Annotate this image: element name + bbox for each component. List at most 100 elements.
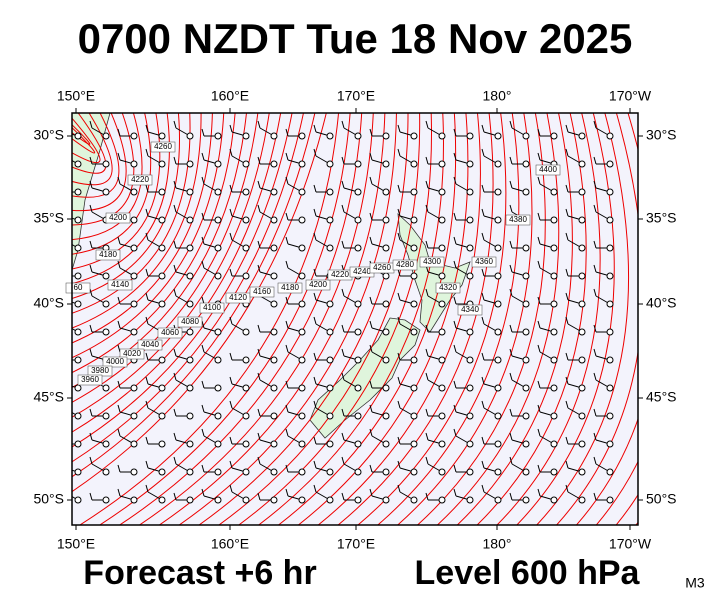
station xyxy=(74,272,82,280)
station xyxy=(74,356,82,364)
station xyxy=(270,132,278,140)
barb-flag xyxy=(397,484,401,493)
barb-flag xyxy=(201,128,205,137)
barb-flag xyxy=(173,432,177,441)
station xyxy=(326,132,334,140)
barb-flag xyxy=(313,316,317,325)
lat-label: 50°S xyxy=(646,491,677,507)
contour-label-box xyxy=(137,339,163,351)
station xyxy=(158,496,166,504)
barb-flag xyxy=(285,380,289,389)
barb-flag xyxy=(453,404,457,413)
barb-flag xyxy=(509,492,513,501)
station xyxy=(578,468,586,476)
station xyxy=(130,328,138,336)
lat-label: 45°S xyxy=(33,389,64,405)
contour-label-box xyxy=(105,212,131,224)
station xyxy=(130,496,138,504)
station xyxy=(326,328,334,336)
station xyxy=(242,244,250,252)
barb-flag xyxy=(425,120,429,129)
contour-label: 4360 xyxy=(475,257,493,266)
barb-flag xyxy=(229,352,233,361)
station xyxy=(382,272,390,280)
contour-line xyxy=(575,113,638,525)
station xyxy=(466,132,474,140)
station xyxy=(550,188,558,196)
barb-flag xyxy=(341,492,345,501)
barb-flag xyxy=(285,176,289,185)
barb-flag xyxy=(481,460,485,469)
contour-line xyxy=(72,113,180,299)
barb-flag xyxy=(453,152,457,161)
station xyxy=(186,328,194,336)
barb-flag xyxy=(565,148,569,157)
barb-flag xyxy=(201,344,205,353)
barb-flag xyxy=(425,240,429,249)
station xyxy=(410,160,418,168)
australia xyxy=(72,113,111,271)
station xyxy=(214,244,222,252)
contour-label: 4280 xyxy=(396,260,414,269)
station xyxy=(522,132,530,140)
station xyxy=(550,356,558,364)
barb-flag xyxy=(201,320,205,329)
station xyxy=(102,440,110,448)
barb-flag xyxy=(285,260,289,269)
station xyxy=(270,244,278,252)
station xyxy=(438,300,446,308)
station xyxy=(382,328,390,336)
barb-flag xyxy=(117,428,121,437)
barb-flag xyxy=(145,436,149,445)
station xyxy=(578,132,586,140)
barb-flag xyxy=(593,120,597,129)
lon-label: 150°E xyxy=(57,536,95,552)
station xyxy=(214,272,222,280)
barb-flag xyxy=(229,232,233,241)
contour-line xyxy=(476,113,587,525)
station xyxy=(522,356,530,364)
barb-flag xyxy=(89,288,93,297)
station xyxy=(466,216,474,224)
station xyxy=(74,496,82,504)
station xyxy=(410,440,418,448)
barb-flag xyxy=(201,236,205,245)
title: 0700 NZDT Tue 18 Nov 2025 xyxy=(78,15,633,62)
station xyxy=(466,328,474,336)
station xyxy=(326,216,334,224)
station xyxy=(186,468,194,476)
station xyxy=(522,272,530,280)
lon-label: 150°E xyxy=(57,88,95,104)
station xyxy=(438,216,446,224)
barb-flag xyxy=(173,120,177,129)
station xyxy=(242,216,250,224)
station xyxy=(438,188,446,196)
station xyxy=(578,216,586,224)
station xyxy=(466,356,474,364)
barb-flag xyxy=(257,204,261,213)
station xyxy=(130,244,138,252)
barb-flag xyxy=(481,400,485,409)
barb-flag xyxy=(509,348,513,357)
barb-flag xyxy=(369,380,373,389)
barb-flag xyxy=(481,484,485,493)
station xyxy=(186,300,194,308)
barb-flag xyxy=(145,268,149,277)
barb-flag xyxy=(89,180,93,189)
station xyxy=(550,216,558,224)
model-code: M3 xyxy=(685,575,705,591)
station xyxy=(606,384,614,392)
station xyxy=(242,356,250,364)
contour-line xyxy=(72,113,202,329)
station xyxy=(606,496,614,504)
station xyxy=(298,132,306,140)
station xyxy=(186,132,194,140)
barb-flag xyxy=(285,236,289,245)
barb-flag xyxy=(565,184,569,193)
barb-flag xyxy=(425,348,429,357)
barb-flag xyxy=(341,324,345,333)
barb-flag xyxy=(565,124,569,133)
contour-line xyxy=(337,113,494,525)
barb-flag xyxy=(117,344,121,353)
barb-flag xyxy=(369,128,373,137)
